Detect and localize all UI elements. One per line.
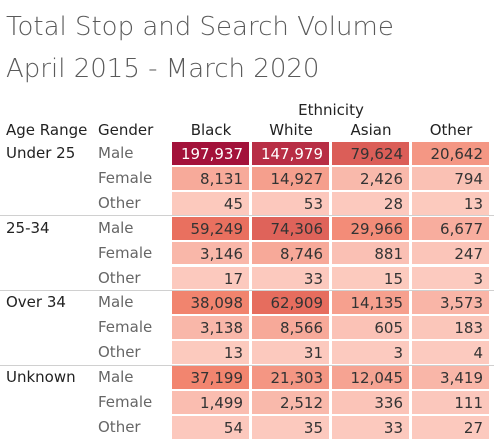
heatmap-cell: 28: [332, 191, 409, 215]
heatmap-cell: 3: [412, 266, 489, 290]
group-separator: [0, 215, 494, 217]
heatmap-cell: 8,566: [252, 316, 329, 340]
ethnicity-group-header: Ethnicity: [298, 101, 364, 119]
heatmap-cell: 33: [252, 266, 329, 290]
gender-label: Other: [98, 343, 141, 362]
heatmap-cell: 20,642: [412, 142, 489, 165]
heatmap-cell: 881: [332, 241, 409, 265]
age-range-label: Over 34: [6, 293, 66, 312]
heatmap-cell: 37,199: [172, 366, 249, 389]
heatmap-cell: 3,138: [172, 316, 249, 340]
heatmap-cell: 17: [172, 266, 249, 290]
gender-label: Male: [98, 293, 134, 312]
gender-label: Female: [98, 393, 153, 411]
column-header-asian: Asian: [350, 121, 392, 139]
heatmap-cell: 4: [412, 341, 489, 365]
heatmap-cell: 14,927: [252, 166, 329, 190]
heatmap-cell: 15: [332, 266, 409, 290]
heatmap-cell: 38,098: [172, 291, 249, 315]
heatmap-cell: 13: [172, 341, 249, 365]
age-range-label: Unknown: [6, 368, 76, 387]
heatmap-cell: 111: [412, 391, 489, 414]
column-header-white: White: [269, 121, 313, 139]
gender-label: Female: [98, 168, 153, 187]
heatmap-cell: 6,677: [412, 216, 489, 240]
heatmap-cell: 12,045: [332, 366, 409, 389]
heatmap-cell: 79,624: [332, 142, 409, 165]
chart-subtitle: April 2015 - March 2020: [6, 54, 320, 84]
heatmap-cell: 605: [332, 316, 409, 340]
gender-label: Female: [98, 318, 153, 337]
heatmap-cell: 3,146: [172, 241, 249, 265]
heatmap-cell: 8,746: [252, 241, 329, 265]
heatmap-cell: 31: [252, 341, 329, 365]
gender-label: Male: [98, 144, 134, 162]
heatmap-cell: 62,909: [252, 291, 329, 315]
age-range-label: Under 25: [6, 144, 76, 162]
heatmap-cell: 21,303: [252, 366, 329, 389]
heatmap-cell: 2,426: [332, 166, 409, 190]
heatmap-cell: 2,512: [252, 391, 329, 414]
heatmap-cell: 3: [332, 341, 409, 365]
group-separator: [0, 289, 494, 291]
heatmap-cell: 13: [412, 191, 489, 215]
gender-label: Other: [98, 417, 141, 436]
gender-label: Other: [98, 268, 141, 287]
chart-title: Total Stop and Search Volume: [6, 12, 394, 42]
heatmap-cell: 35: [252, 415, 329, 439]
heatmap-cell: 33: [332, 415, 409, 439]
age-range-header: Age Range: [6, 121, 88, 139]
gender-header: Gender: [98, 121, 154, 139]
heatmap-cell: 14,135: [332, 291, 409, 315]
heatmap-cell: 3,419: [412, 366, 489, 389]
column-header-black: Black: [190, 121, 232, 139]
heatmap-cell: 197,937: [172, 142, 249, 165]
heatmap-cell: 336: [332, 391, 409, 414]
heatmap-cell: 53: [252, 191, 329, 215]
age-range-label: 25-34: [6, 218, 50, 237]
heatmap-cell: 8,131: [172, 166, 249, 190]
group-separator: [0, 364, 494, 366]
gender-label: Male: [98, 368, 134, 387]
heatmap-cell: 27: [412, 415, 489, 439]
heatmap-cell: 3,573: [412, 291, 489, 315]
heatmap-cell: 54: [172, 415, 249, 439]
heatmap-cell: 45: [172, 191, 249, 215]
heatmap-cell: 29,966: [332, 216, 409, 240]
heatmap-cell: 147,979: [252, 142, 329, 165]
heatmap-cell: 183: [412, 316, 489, 340]
heatmap-cell: 794: [412, 166, 489, 190]
heatmap-cell: 59,249: [172, 216, 249, 240]
heatmap-cell: 1,499: [172, 391, 249, 414]
column-header-other: Other: [429, 121, 473, 139]
gender-label: Female: [98, 243, 153, 262]
gender-label: Male: [98, 218, 134, 237]
heatmap-cell: 247: [412, 241, 489, 265]
heatmap-cell: 74,306: [252, 216, 329, 240]
gender-label: Other: [98, 193, 141, 212]
